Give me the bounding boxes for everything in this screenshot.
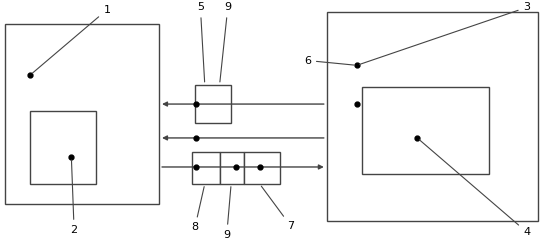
Text: 5: 5 [197, 2, 205, 82]
Text: 9: 9 [223, 187, 231, 240]
Text: 6: 6 [304, 55, 354, 66]
Text: 1: 1 [32, 5, 110, 73]
Text: 9: 9 [220, 2, 231, 82]
Bar [244, 152, 280, 184]
Bar [30, 111, 96, 184]
Bar [327, 12, 538, 221]
Text: 7: 7 [261, 186, 294, 231]
Bar [220, 152, 244, 184]
Bar [192, 152, 220, 184]
Text: 3: 3 [360, 2, 530, 64]
Text: 8: 8 [192, 187, 204, 233]
Bar [5, 24, 159, 204]
Text: 2: 2 [71, 160, 77, 235]
Bar [362, 87, 489, 174]
Text: 4: 4 [419, 140, 530, 237]
Bar [195, 85, 231, 123]
